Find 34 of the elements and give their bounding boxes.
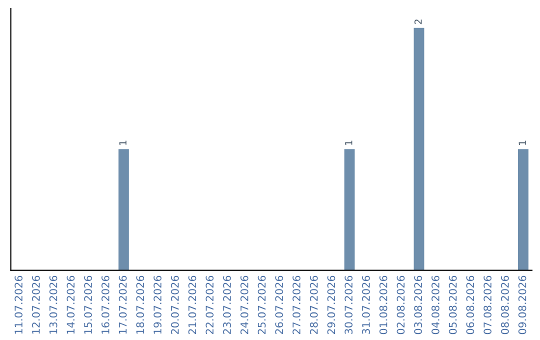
x-tick-label: 29.07.2026 [327,276,336,334]
x-tick-label: 22.07.2026 [206,276,214,334]
x-tick-label: 01.08.2026 [379,276,388,334]
x-tick-label: 08.08.2026 [500,276,509,334]
x-tick-label: 07.08.2026 [484,276,492,334]
data-label: 1 [119,140,126,145]
x-tick-label: 31.07.2026 [362,276,370,334]
x-tick-label: 06.08.2026 [466,276,474,334]
x-tick-label: 13.07.2026 [49,276,58,334]
x-tick-label: 16.07.2026 [101,276,110,334]
x-tick-label: 27.07.2026 [292,276,300,334]
x-tick-label: 11.07.2026 [14,276,23,334]
data-label: 1 [518,140,526,145]
x-tick-label: 18.07.2026 [136,276,144,334]
x-tick-label: 05.08.2026 [448,276,457,334]
x-tick-label: 15.07.2026 [84,276,92,334]
x-tick-label: 14.07.2026 [66,276,75,334]
x-tick-label: 30.07.2026 [344,276,353,334]
x-tick-label: 28.07.2026 [310,276,318,334]
x-tick-label: 03.08.2026 [414,276,422,334]
x-tick-label: 25.07.2026 [258,276,266,334]
data-label: 2 [414,20,422,24]
x-tick-label: 04.08.2026 [432,276,440,334]
x-tick-label: 23.07.2026 [223,276,231,334]
x-tick-label: 12.07.2026 [32,276,40,334]
x-tick-label: 26.07.2026 [275,276,284,334]
x-tick-label: 02.08.2026 [396,276,405,334]
x-tick-label: 17.07.2026 [118,276,127,334]
x-tick-label: 19.07.2026 [154,276,162,334]
data-label: 1 [345,140,352,145]
x-tick-label: 24.07.2026 [240,276,248,334]
x-tick-label: 20.07.2026 [170,276,179,334]
x-tick-label: 09.08.2026 [518,276,526,334]
x-tick-label: 21.07.2026 [188,276,196,334]
